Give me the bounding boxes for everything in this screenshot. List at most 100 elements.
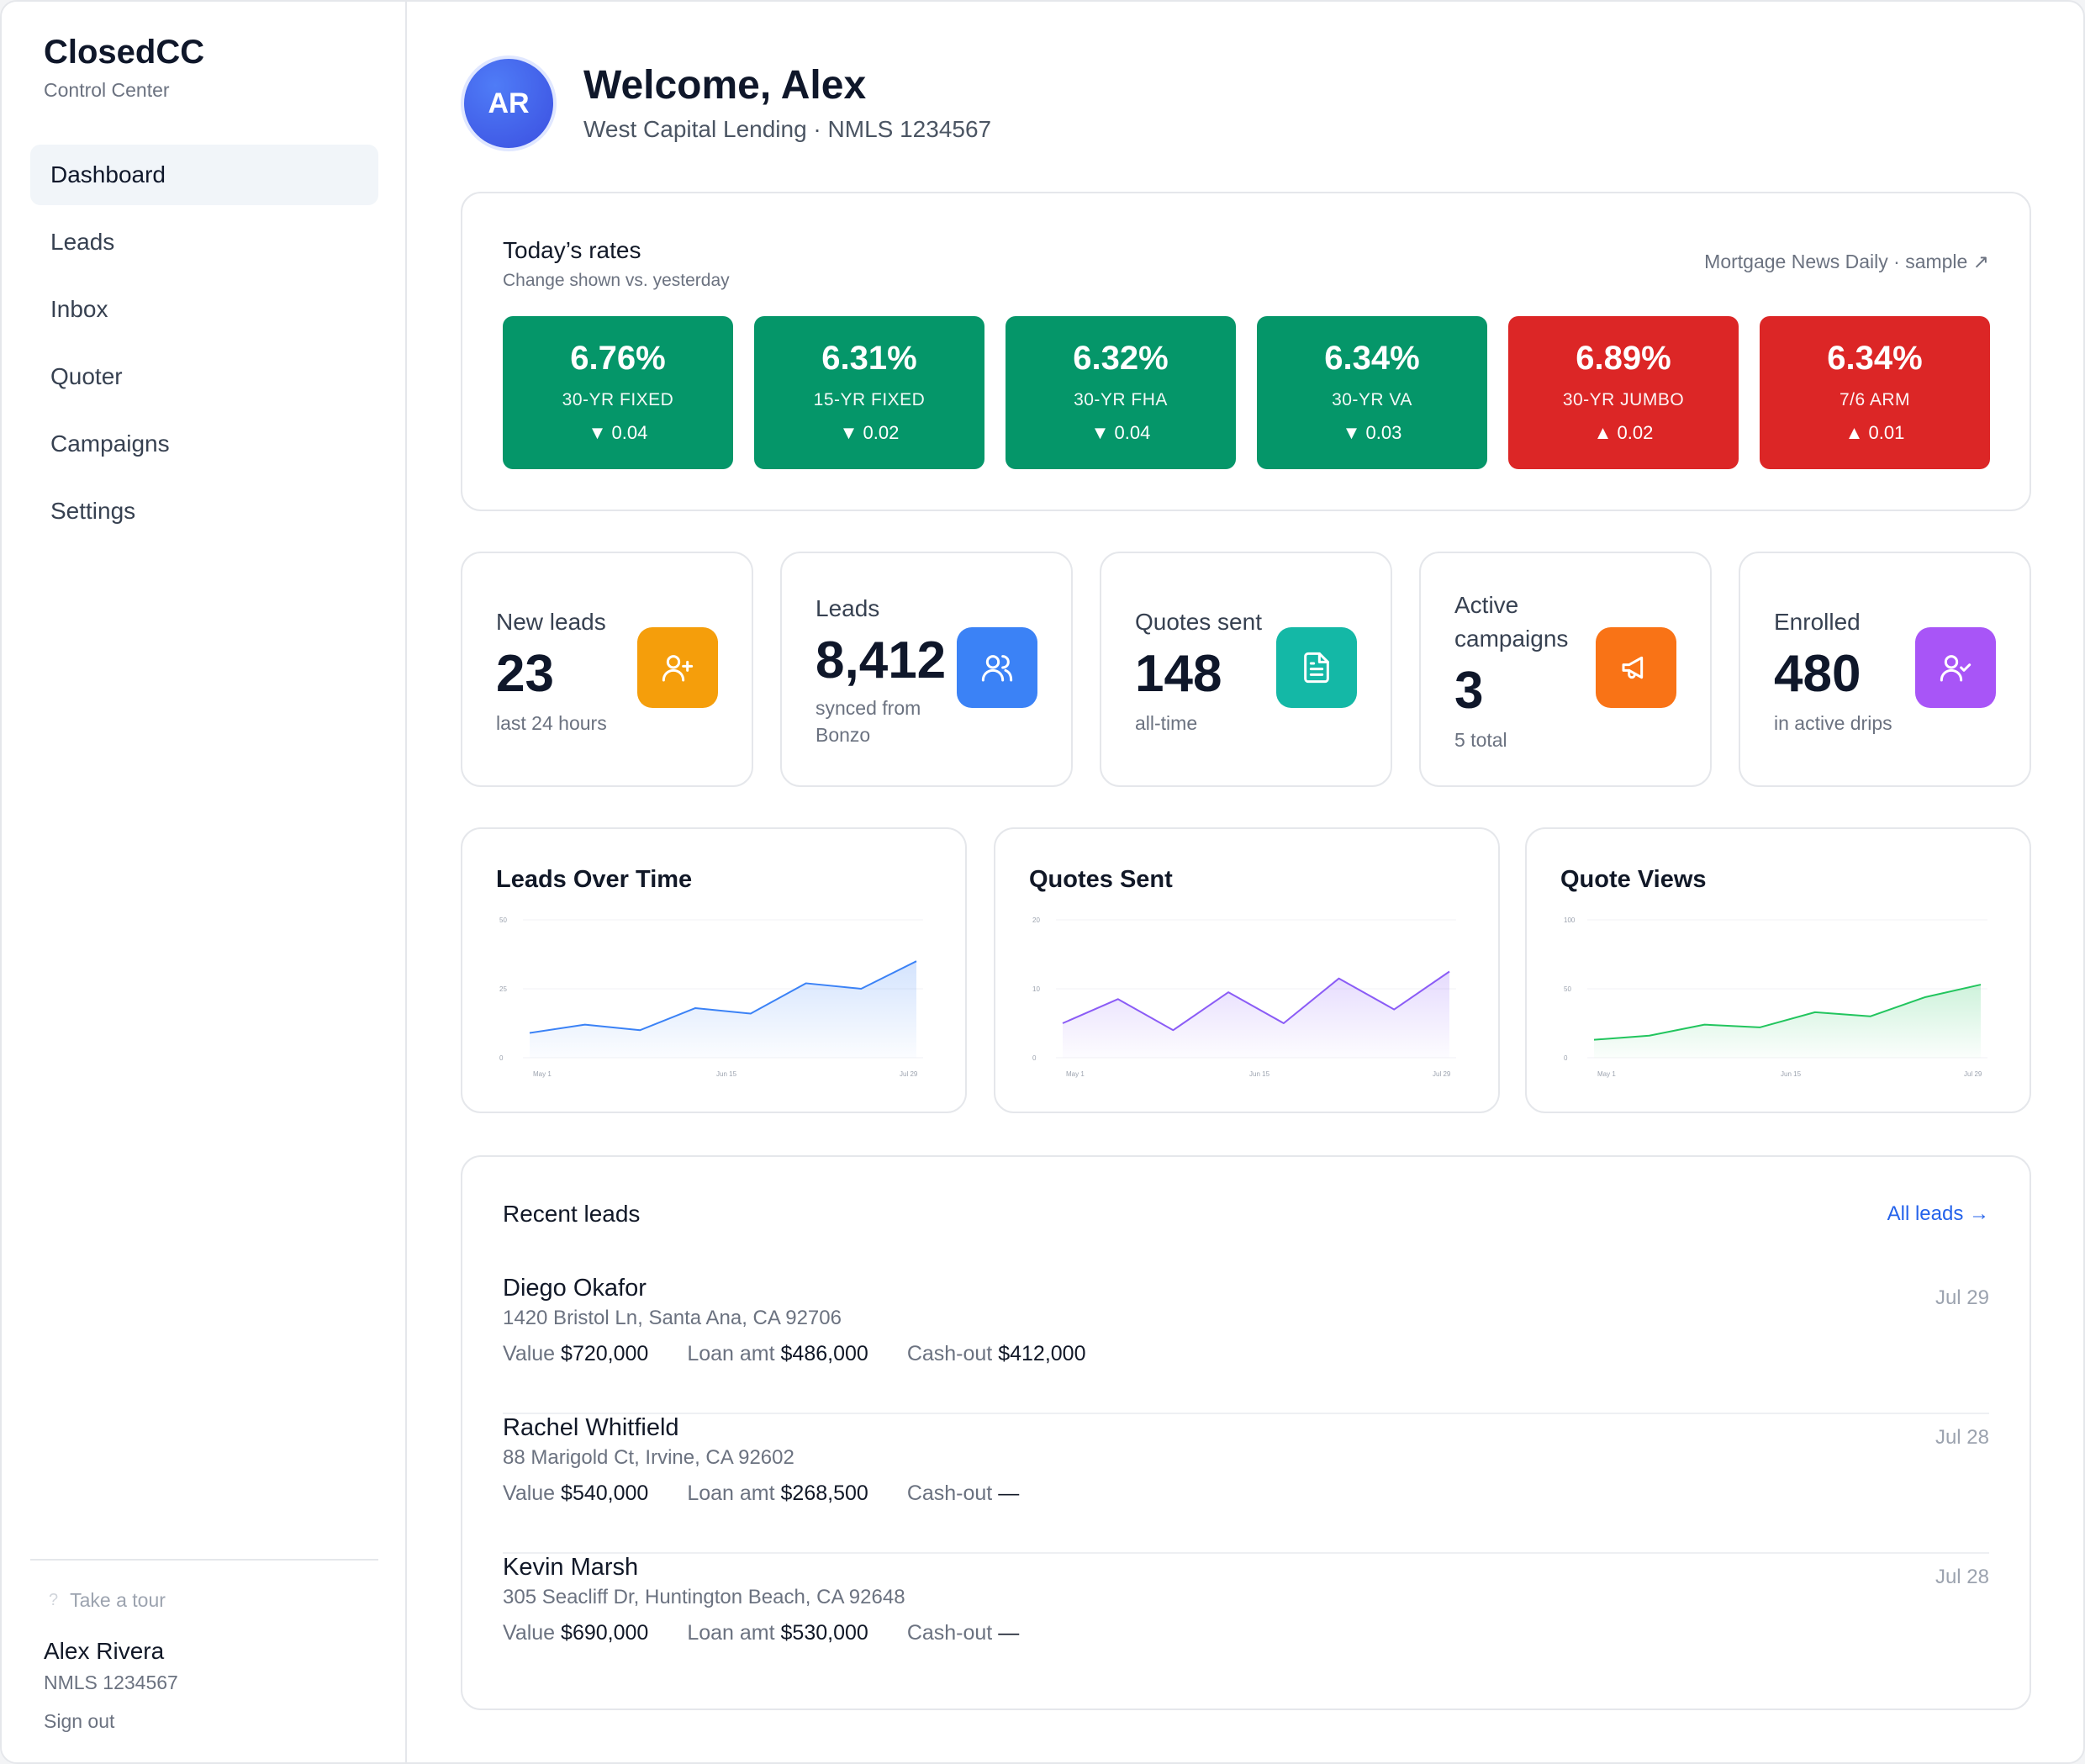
series-line — [1062, 970, 1450, 1032]
rate-value: 6.76% — [570, 340, 666, 377]
y-tick-label: 0 — [1032, 1054, 1037, 1062]
all-leads-link[interactable]: All leads → — [1887, 1202, 1989, 1225]
lead-cashout: — — [998, 1621, 1020, 1645]
brand-name: ClosedCC — [44, 34, 205, 71]
lead-row[interactable]: Rachel Whitfield 88 Marigold Ct, Irvine,… — [503, 1414, 1989, 1554]
leads-over-time-chart: 0 25 50 May 1 Jun 15 Jul 29 — [499, 916, 923, 1078]
series-area — [1063, 971, 1449, 1058]
stat-label: Quotes sent — [1135, 609, 1262, 635]
stat-value: 8,412 — [816, 631, 947, 689]
stat-value: 148 — [1135, 645, 1222, 703]
x-tick-label: May 1 — [1597, 1070, 1616, 1078]
quote-views-chart: 0 50 100 May 1 Jun 15 Jul 29 — [1564, 916, 1987, 1078]
lead-name: Kevin Marsh — [503, 1554, 639, 1581]
loan-label: Loan amt — [687, 1621, 775, 1645]
lead-loan: $268,500 — [780, 1481, 868, 1505]
sidebar-nav: Dashboard Leads Inbox Quoter Campaigns S… — [30, 145, 378, 548]
rates-source-link[interactable]: Mortgage News Daily · sample ↗ — [1704, 251, 1989, 272]
x-tick-label: Jun 15 — [1249, 1070, 1270, 1078]
users-icon — [957, 627, 1037, 708]
y-tick-label: 10 — [1032, 985, 1040, 993]
loan-label: Loan amt — [687, 1342, 775, 1365]
series-area — [530, 961, 916, 1058]
cashout-label: Cash-out — [906, 1621, 993, 1645]
rate-name: 7/6 ARM — [1839, 390, 1911, 409]
stat-card-enrolled[interactable]: Enrolled 480 in active drips — [1739, 552, 2031, 787]
x-tick-label: Jul 29 — [1964, 1070, 1982, 1078]
value-label: Value — [503, 1481, 556, 1505]
rates-subtitle: Change shown vs. yesterday — [503, 271, 730, 290]
x-tick-label: Jun 15 — [1781, 1070, 1802, 1078]
rate-tile: 6.34% 7/6 ARM ▲ 0.01 — [1760, 316, 1990, 469]
sign-out-link[interactable]: Sign out — [44, 1710, 115, 1732]
lead-cashout: $412,000 — [998, 1342, 1086, 1365]
stat-value: 23 — [496, 645, 554, 703]
stat-card-new-leads[interactable]: New leads 23 last 24 hours — [461, 552, 753, 787]
rate-change: ▲ 0.01 — [1845, 422, 1905, 443]
lead-address: 88 Marigold Ct, Irvine, CA 92602 — [503, 1446, 794, 1469]
lead-row[interactable]: Diego Okafor 1420 Bristol Ln, Santa Ana,… — [503, 1275, 1989, 1414]
tour-label: Take a tour — [70, 1589, 166, 1611]
company-subline: West Capital Lending · NMLS 1234567 — [583, 116, 992, 142]
rate-change: ▼ 0.02 — [839, 422, 900, 443]
stat-card-leads[interactable]: Leads 8,412 synced from Bonzo — [780, 552, 1073, 787]
y-tick-label: 50 — [499, 916, 507, 924]
sidebar-item-inbox[interactable]: Inbox — [50, 296, 108, 322]
x-tick-label: Jul 29 — [900, 1070, 918, 1078]
y-tick-label: 50 — [1564, 985, 1571, 993]
x-tick-label: May 1 — [533, 1070, 552, 1078]
sidebar-item-leads[interactable]: Leads — [50, 229, 115, 255]
sidebar-item-quoter[interactable]: Quoter — [50, 363, 123, 389]
chart-card-leads-over-time: Leads Over Time 0 25 50 May 1 Jun 15 Jul 29 — [461, 827, 967, 1113]
cashout-label: Cash-out — [906, 1481, 993, 1505]
sidebar-divider — [30, 1559, 378, 1561]
rate-name: 30-YR FHA — [1074, 390, 1168, 409]
rate-change: ▼ 0.03 — [1342, 422, 1402, 443]
rate-tile: 6.76% 30-YR FIXED ▼ 0.04 — [503, 316, 733, 469]
document-icon — [1276, 627, 1357, 708]
user-check-icon — [1915, 627, 1996, 708]
lead-row[interactable]: Kevin Marsh 305 Seacliff Dr, Huntington … — [503, 1554, 1989, 1693]
question-icon: ? — [49, 1591, 59, 1609]
avatar: AR — [461, 55, 557, 151]
rate-tile: 6.31% 15-YR FIXED ▼ 0.02 — [754, 316, 984, 469]
chart-title: Leads Over Time — [496, 866, 693, 893]
stat-label: Enrolled — [1774, 609, 1861, 635]
rate-value: 6.34% — [1324, 340, 1420, 377]
loan-label: Loan amt — [687, 1481, 775, 1505]
stat-note: 5 total — [1454, 729, 1507, 751]
stat-value: 3 — [1454, 662, 1484, 720]
lead-cashout: — — [998, 1481, 1020, 1505]
lead-name: Rachel Whitfield — [503, 1414, 679, 1441]
stat-label: Leads — [816, 595, 880, 621]
lead-meta: Value $540,000 Loan amt $268,500 Cash-ou… — [503, 1481, 1019, 1506]
series-area — [1594, 985, 1981, 1058]
stat-note: all-time — [1135, 712, 1198, 734]
stat-label: Active campaigns — [1454, 592, 1569, 652]
sidebar-item-dashboard[interactable]: Dashboard — [30, 145, 378, 205]
x-tick-label: Jun 15 — [716, 1070, 737, 1078]
x-tick-label: May 1 — [1066, 1070, 1085, 1078]
rate-change: ▲ 0.02 — [1593, 422, 1654, 443]
take-a-tour-link[interactable]: ? Take a tour — [49, 1589, 166, 1612]
stat-card-quotes-sent[interactable]: Quotes sent 148 all-time — [1100, 552, 1392, 787]
lead-date: Jul 28 — [1935, 1566, 1989, 1588]
y-tick-label: 20 — [1032, 916, 1040, 924]
chart-card-quotes-sent: Quotes Sent 0 10 20 May 1 Jun 15 Jul 29 — [994, 827, 1500, 1113]
stat-card-active-campaigns[interactable]: Active campaigns 3 5 total — [1419, 552, 1712, 787]
stat-note: last 24 hours — [496, 712, 607, 734]
rate-value: 6.31% — [821, 340, 917, 377]
recent-leads-card: Recent leads All leads → Diego Okafor 14… — [461, 1155, 2031, 1710]
lead-address: 305 Seacliff Dr, Huntington Beach, CA 92… — [503, 1586, 905, 1608]
recent-leads-title: Recent leads — [503, 1201, 641, 1227]
y-tick-label: 0 — [499, 1054, 504, 1062]
rate-value: 6.34% — [1827, 340, 1923, 377]
lead-value: $540,000 — [561, 1481, 649, 1505]
value-label: Value — [503, 1342, 556, 1365]
sidebar-item-campaigns[interactable]: Campaigns — [50, 430, 170, 457]
sidebar-item-settings[interactable]: Settings — [50, 498, 136, 524]
chart-title: Quote Views — [1560, 866, 1707, 893]
y-tick-label: 0 — [1564, 1054, 1568, 1062]
y-tick-label: 100 — [1564, 916, 1576, 924]
